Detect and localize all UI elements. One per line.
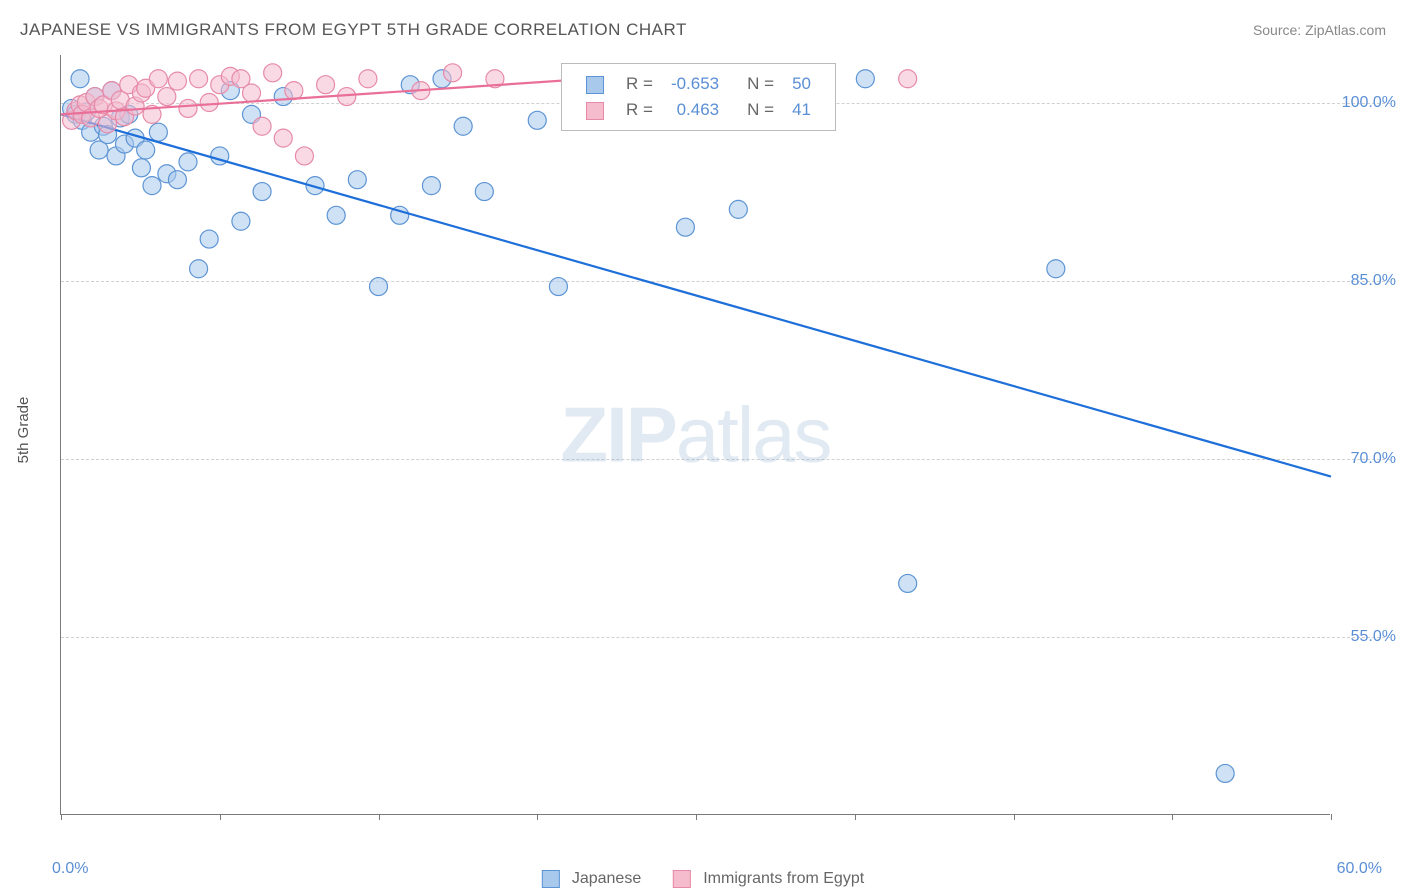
data-point — [676, 218, 694, 236]
y-tick-label: 55.0% — [1351, 628, 1396, 646]
x-tick — [220, 814, 221, 820]
data-point — [285, 82, 303, 100]
data-point — [475, 183, 493, 201]
data-point — [253, 117, 271, 135]
data-point — [454, 117, 472, 135]
stats-r-label: R = — [618, 72, 661, 96]
data-point — [200, 230, 218, 248]
data-point — [295, 147, 313, 165]
y-tick-label: 100.0% — [1342, 94, 1396, 112]
data-point — [179, 99, 197, 117]
x-tick — [1014, 814, 1015, 820]
data-point — [243, 84, 261, 102]
stats-r-value: 0.463 — [663, 98, 727, 122]
data-point — [549, 278, 567, 296]
data-point — [264, 64, 282, 82]
data-point — [370, 278, 388, 296]
chart-title: JAPANESE VS IMMIGRANTS FROM EGYPT 5TH GR… — [20, 20, 687, 40]
x-axis-min-label: 0.0% — [52, 860, 88, 878]
data-point — [190, 70, 208, 88]
data-point — [348, 171, 366, 189]
data-point — [132, 159, 150, 177]
data-point — [327, 206, 345, 224]
data-point — [899, 574, 917, 592]
x-tick — [1172, 814, 1173, 820]
plot-area: ZIPatlas R =-0.653N =50R =0.463N =41 — [60, 55, 1330, 815]
data-point — [359, 70, 377, 88]
data-point — [137, 141, 155, 159]
legend-label: Immigrants from Egypt — [703, 870, 864, 888]
stats-n-value: 41 — [784, 98, 819, 122]
data-point — [143, 177, 161, 195]
x-tick — [537, 814, 538, 820]
x-tick — [855, 814, 856, 820]
legend-swatch — [586, 76, 604, 94]
data-point — [317, 76, 335, 94]
data-point — [232, 212, 250, 230]
x-tick — [379, 814, 380, 820]
stats-row: R =0.463N =41 — [578, 98, 819, 122]
y-tick-label: 85.0% — [1351, 272, 1396, 290]
data-point — [168, 72, 186, 90]
stats-row: R =-0.653N =50 — [578, 72, 819, 96]
regression-line — [61, 114, 1331, 476]
legend-label: Japanese — [572, 870, 641, 888]
stats-n-value: 50 — [784, 72, 819, 96]
data-point — [1216, 764, 1234, 782]
x-tick — [1331, 814, 1332, 820]
data-point — [149, 123, 167, 141]
stats-n-label: N = — [729, 72, 782, 96]
data-point — [71, 70, 89, 88]
data-point — [200, 94, 218, 112]
data-point — [1047, 260, 1065, 278]
y-tick-label: 70.0% — [1351, 450, 1396, 468]
data-point — [528, 111, 546, 129]
x-tick — [696, 814, 697, 820]
data-point — [274, 129, 292, 147]
data-point — [422, 177, 440, 195]
x-axis-max-label: 60.0% — [1337, 860, 1382, 878]
x-tick — [61, 814, 62, 820]
data-point — [729, 200, 747, 218]
scatter-svg — [61, 55, 1331, 815]
bottom-legend: Japanese Immigrants from Egypt — [542, 870, 864, 888]
legend-swatch — [586, 102, 604, 120]
data-point — [444, 64, 462, 82]
stats-r-label: R = — [618, 98, 661, 122]
stats-n-label: N = — [729, 98, 782, 122]
stats-legend: R =-0.653N =50R =0.463N =41 — [561, 63, 836, 131]
source-attribution: Source: ZipAtlas.com — [1253, 22, 1386, 38]
data-point — [899, 70, 917, 88]
stats-r-value: -0.653 — [663, 72, 727, 96]
data-point — [179, 153, 197, 171]
data-point — [149, 70, 167, 88]
legend-swatch — [673, 870, 691, 888]
legend-item: Japanese — [542, 870, 641, 888]
legend-item: Immigrants from Egypt — [673, 870, 864, 888]
data-point — [158, 88, 176, 106]
legend-swatch — [542, 870, 560, 888]
data-point — [190, 260, 208, 278]
data-point — [253, 183, 271, 201]
y-axis-label: 5th Grade — [15, 397, 32, 464]
data-point — [168, 171, 186, 189]
data-point — [856, 70, 874, 88]
